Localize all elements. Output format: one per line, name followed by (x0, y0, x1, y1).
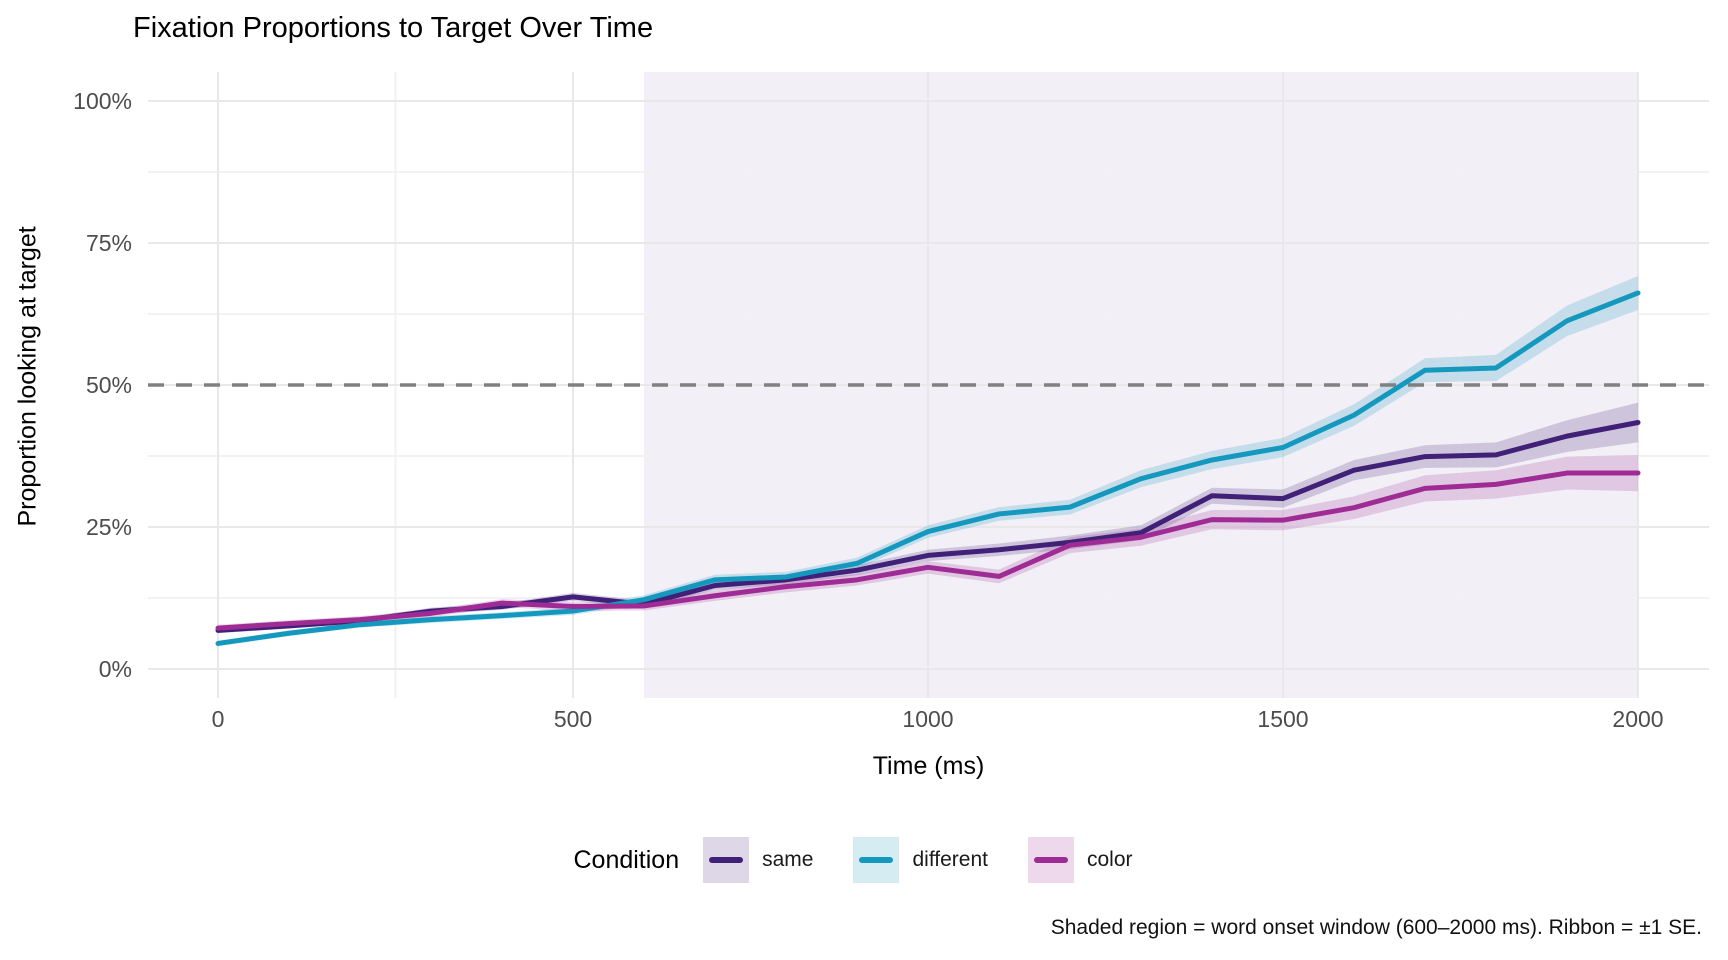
x-tick-label: 500 (554, 706, 592, 732)
legend-item-color: color (1027, 837, 1133, 883)
line-color (215, 470, 1641, 631)
y-tick-label: 75% (86, 230, 132, 256)
legend-key-line-different (859, 857, 894, 863)
caption: Shaded region = word onset window (600–2… (1050, 916, 1702, 939)
x-tick-label: 1000 (902, 706, 953, 732)
y-tick-label: 50% (86, 372, 132, 398)
legend-key-line-color (1033, 857, 1068, 863)
x-tick-label: 2000 (1612, 706, 1663, 732)
ribbon-color (218, 454, 1638, 632)
plot-area: 0% 25% 50% 75% 100% 0 500 1000 1500 2000 (73, 72, 1709, 732)
x-tick-label: 0 (212, 706, 225, 732)
x-tick-label: 1500 (1257, 706, 1308, 732)
legend-item-same: same (703, 837, 813, 883)
line-different (215, 290, 1641, 646)
y-tick-label: 100% (73, 88, 132, 114)
y-tick-label: 0% (99, 656, 132, 682)
legend-item-different: different (853, 837, 988, 883)
legend-key-line-same (709, 857, 744, 863)
legend-label-different: different (912, 848, 988, 871)
y-tick-label: 25% (86, 514, 132, 540)
legend-key-same (703, 837, 750, 883)
legend-title: Condition (573, 845, 680, 874)
x-axis-title: Time (ms) (872, 752, 985, 780)
legend-key-color (1027, 837, 1074, 883)
legend-label-color: color (1086, 848, 1133, 871)
chart-title: Fixation Proportions to Target Over Time (133, 12, 654, 44)
legend-label-same: same (762, 848, 814, 871)
legend: Condition same different color (0, 832, 1728, 888)
legend-key-different (853, 837, 900, 883)
